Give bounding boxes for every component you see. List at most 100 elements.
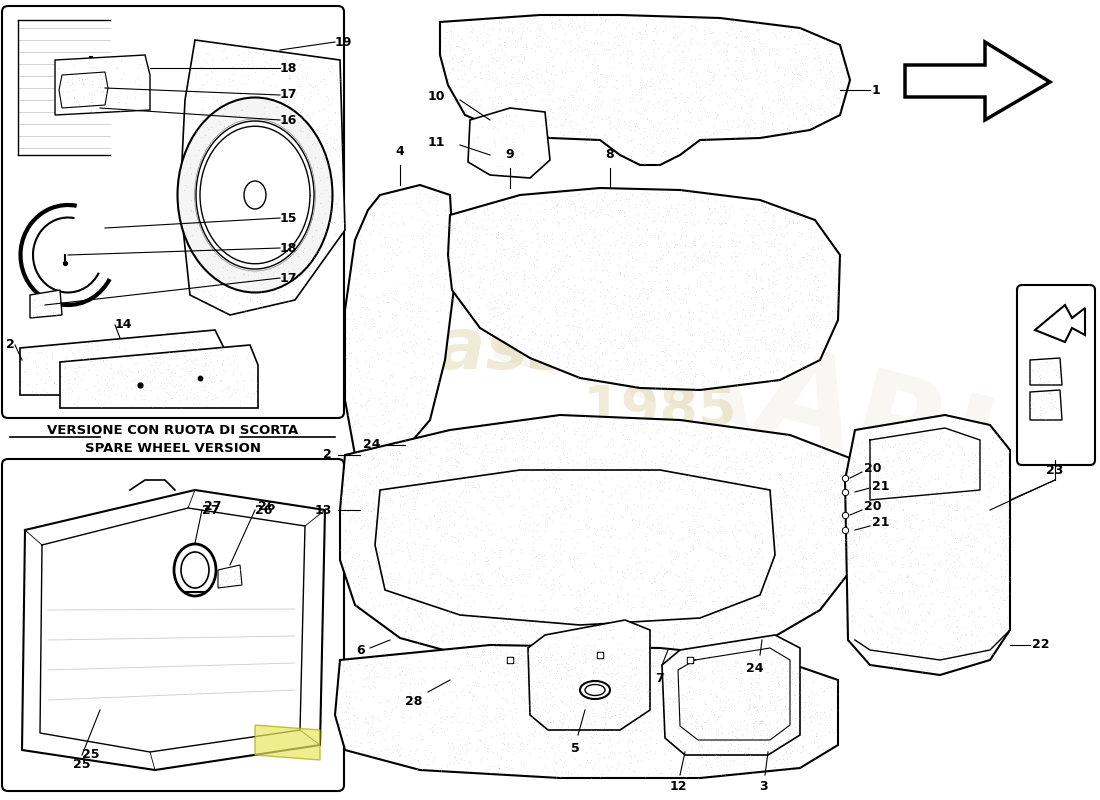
Point bbox=[846, 570, 864, 583]
Point bbox=[551, 540, 569, 553]
Point bbox=[592, 523, 609, 536]
Point bbox=[586, 662, 604, 675]
Point bbox=[344, 551, 362, 564]
Point bbox=[503, 136, 520, 149]
Point bbox=[491, 710, 508, 722]
Point bbox=[663, 526, 681, 539]
Point bbox=[668, 212, 685, 225]
Point bbox=[496, 719, 514, 732]
Point bbox=[525, 38, 542, 50]
Point bbox=[514, 439, 531, 452]
Point bbox=[733, 482, 750, 494]
Point bbox=[704, 538, 722, 551]
Point bbox=[675, 669, 693, 682]
Point bbox=[343, 306, 361, 319]
Point bbox=[806, 59, 824, 72]
Point bbox=[442, 710, 460, 723]
Point bbox=[214, 218, 232, 230]
Point bbox=[702, 543, 719, 556]
Point bbox=[609, 642, 627, 654]
Point bbox=[492, 667, 509, 680]
Point bbox=[739, 683, 757, 696]
Point bbox=[754, 330, 771, 343]
Point bbox=[820, 104, 837, 117]
Point bbox=[543, 642, 561, 655]
Point bbox=[619, 594, 637, 607]
Point bbox=[462, 658, 480, 671]
Point bbox=[506, 298, 524, 310]
Point bbox=[213, 281, 231, 294]
Point bbox=[437, 553, 454, 566]
Point bbox=[898, 425, 915, 438]
Point bbox=[509, 668, 527, 681]
Point bbox=[472, 457, 490, 470]
Point bbox=[186, 353, 204, 366]
Point bbox=[637, 738, 654, 750]
Point bbox=[408, 686, 426, 698]
Point bbox=[641, 432, 659, 445]
Point bbox=[737, 214, 755, 226]
Point bbox=[576, 483, 594, 496]
Point bbox=[277, 146, 295, 159]
Point bbox=[462, 702, 480, 714]
Point bbox=[594, 474, 612, 486]
Point bbox=[682, 355, 700, 368]
Point bbox=[795, 500, 813, 513]
Point bbox=[793, 560, 811, 573]
Point bbox=[593, 94, 611, 107]
Point bbox=[912, 564, 930, 577]
Point bbox=[580, 656, 597, 669]
Point bbox=[563, 679, 581, 692]
Point bbox=[450, 443, 468, 456]
Point bbox=[551, 606, 569, 618]
Point bbox=[887, 494, 904, 506]
Point bbox=[597, 456, 615, 469]
Point bbox=[663, 606, 681, 619]
Point bbox=[808, 268, 826, 281]
Point bbox=[653, 221, 671, 234]
Point bbox=[683, 710, 701, 722]
Point bbox=[497, 754, 515, 766]
Point bbox=[734, 83, 751, 96]
Point bbox=[571, 21, 588, 34]
Point bbox=[997, 594, 1014, 606]
Point bbox=[487, 518, 505, 531]
Point bbox=[637, 353, 654, 366]
Point bbox=[471, 586, 488, 599]
Point bbox=[711, 461, 728, 474]
Point bbox=[416, 514, 433, 526]
Point bbox=[424, 350, 441, 362]
Point bbox=[638, 746, 656, 758]
Point bbox=[219, 246, 236, 258]
Point bbox=[491, 90, 508, 102]
Point bbox=[649, 588, 667, 601]
Point bbox=[503, 50, 520, 63]
Point bbox=[361, 270, 378, 282]
Point bbox=[458, 510, 475, 523]
Point bbox=[505, 310, 522, 322]
Point bbox=[428, 547, 446, 560]
Point bbox=[524, 562, 541, 575]
Point bbox=[597, 323, 615, 336]
Point bbox=[722, 555, 739, 568]
Point bbox=[781, 359, 799, 372]
Point bbox=[986, 537, 1003, 550]
Point bbox=[670, 368, 688, 381]
Point bbox=[529, 513, 547, 526]
Point bbox=[478, 586, 496, 599]
Point bbox=[428, 494, 446, 507]
Point bbox=[408, 486, 426, 499]
Point bbox=[999, 543, 1016, 556]
Point bbox=[738, 588, 756, 601]
Point bbox=[815, 586, 833, 599]
Point bbox=[414, 550, 431, 562]
Point bbox=[728, 462, 746, 475]
Point bbox=[565, 302, 583, 315]
Point bbox=[590, 321, 607, 334]
Point bbox=[623, 45, 640, 58]
Point bbox=[301, 204, 319, 217]
Point bbox=[206, 274, 223, 286]
Point bbox=[492, 97, 509, 110]
Point bbox=[471, 567, 488, 580]
Point bbox=[703, 449, 720, 462]
